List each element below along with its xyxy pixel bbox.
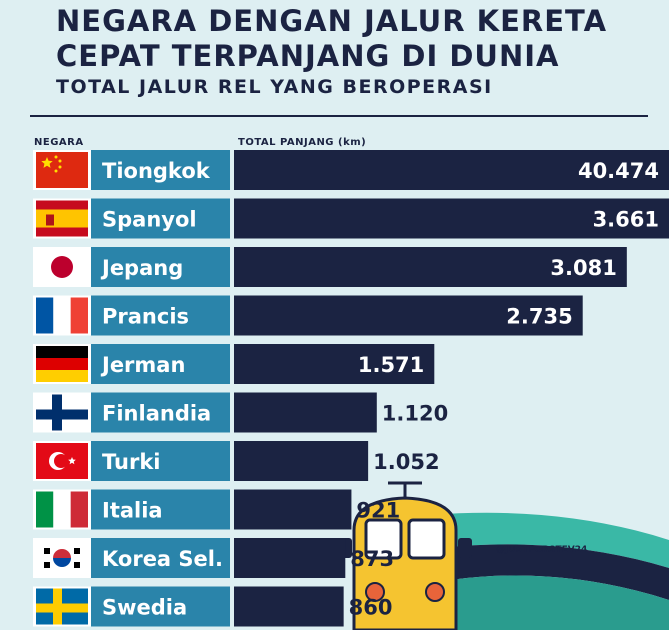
- bar: [234, 586, 344, 627]
- bar-row-8: Korea Sel. 873: [33, 538, 394, 578]
- train-headlight-right: [425, 582, 445, 602]
- country-label: Jerman: [100, 353, 185, 377]
- flag-finland-icon: [36, 394, 88, 431]
- bar: [234, 538, 346, 578]
- bar-row-9: Swedia 860: [33, 586, 393, 627]
- train-window-left: [364, 518, 403, 560]
- value-label: 921: [356, 499, 400, 523]
- country-label: Swedia: [102, 596, 187, 620]
- chart-subtitle: TOTAL JALUR REL YANG BEROPERASI: [56, 76, 493, 98]
- column-header-country: NEGARA: [34, 137, 84, 148]
- country-label-box: [91, 344, 230, 384]
- value-label: 1.571: [358, 353, 424, 377]
- country-label: Prancis: [102, 305, 189, 329]
- bar: [234, 150, 669, 190]
- value-label: 873: [350, 547, 394, 571]
- value-label: 1.120: [382, 402, 448, 426]
- flag-france-icon: [36, 297, 88, 334]
- value-label: 1.052: [373, 450, 439, 474]
- track-teal-band: [430, 512, 669, 568]
- train-illustration: [338, 481, 669, 630]
- country-label: Tiongkok: [102, 159, 211, 183]
- country-label-box: [91, 489, 230, 530]
- bar: [234, 392, 377, 433]
- country-label: Turki: [102, 450, 161, 474]
- country-label-box: [91, 295, 230, 336]
- bar-row-2: Jepang 3.081: [33, 247, 627, 287]
- flag-sweden-icon: [36, 588, 88, 625]
- train-window-right: [407, 518, 446, 560]
- country-label: Korea Sel.: [102, 547, 223, 571]
- country-label: Jepang: [100, 256, 183, 280]
- country-label-box: [91, 198, 230, 239]
- value-label: 3.081: [550, 256, 616, 280]
- bar-row-3: Prancis 2.735: [33, 295, 583, 336]
- country-label: Italia: [102, 499, 163, 523]
- flag-spain-icon: [36, 200, 88, 237]
- bar-row-4: Jerman 1.571: [33, 344, 435, 384]
- title-divider: [30, 115, 648, 117]
- chart-title: NEGARA DENGAN JALUR KERETA CEPAT TERPANJ…: [56, 4, 608, 73]
- bar: [234, 247, 627, 287]
- credit-handle: @JUSTFORSTEV24: [496, 545, 588, 555]
- bar-row-5: Finlandia 1.120: [33, 392, 448, 433]
- bar: [234, 198, 669, 239]
- flag-china-icon: [36, 152, 88, 188]
- bar: [234, 344, 435, 384]
- value-label: 2.735: [506, 305, 572, 329]
- bar-row-7: Italia 921: [33, 489, 400, 530]
- value-label: 40.474: [578, 159, 659, 183]
- track-teal-lower: [450, 575, 669, 630]
- train-headlight-left: [365, 582, 385, 602]
- bar-row-0: Tiongkok 40.474: [33, 150, 669, 190]
- flag-japan-icon: [36, 249, 88, 285]
- bar-row-6: Turki 1.052: [33, 441, 440, 481]
- column-header-total: TOTAL PANJANG (km): [238, 137, 367, 148]
- track-navy-band: [440, 544, 669, 600]
- country-label: Spanyol: [102, 208, 197, 232]
- bar: [234, 441, 369, 481]
- bar: [234, 295, 583, 336]
- flag-turkey-icon: [36, 443, 88, 479]
- flag-south-korea-icon: [36, 540, 88, 576]
- country-label-box: [91, 247, 230, 287]
- country-label-box: [91, 538, 230, 578]
- flag-germany-icon: [36, 346, 88, 382]
- bar-row-1: Spanyol 3.661: [33, 198, 669, 239]
- bar: [234, 489, 352, 530]
- country-label-box: [91, 150, 230, 190]
- value-label: 860: [349, 596, 393, 620]
- country-label: Finlandia: [102, 402, 211, 426]
- country-label-box: [91, 392, 230, 433]
- value-label: 3.661: [593, 208, 659, 232]
- country-label-box: [91, 586, 230, 627]
- country-label-box: [91, 441, 230, 481]
- flag-italy-icon: [36, 491, 88, 528]
